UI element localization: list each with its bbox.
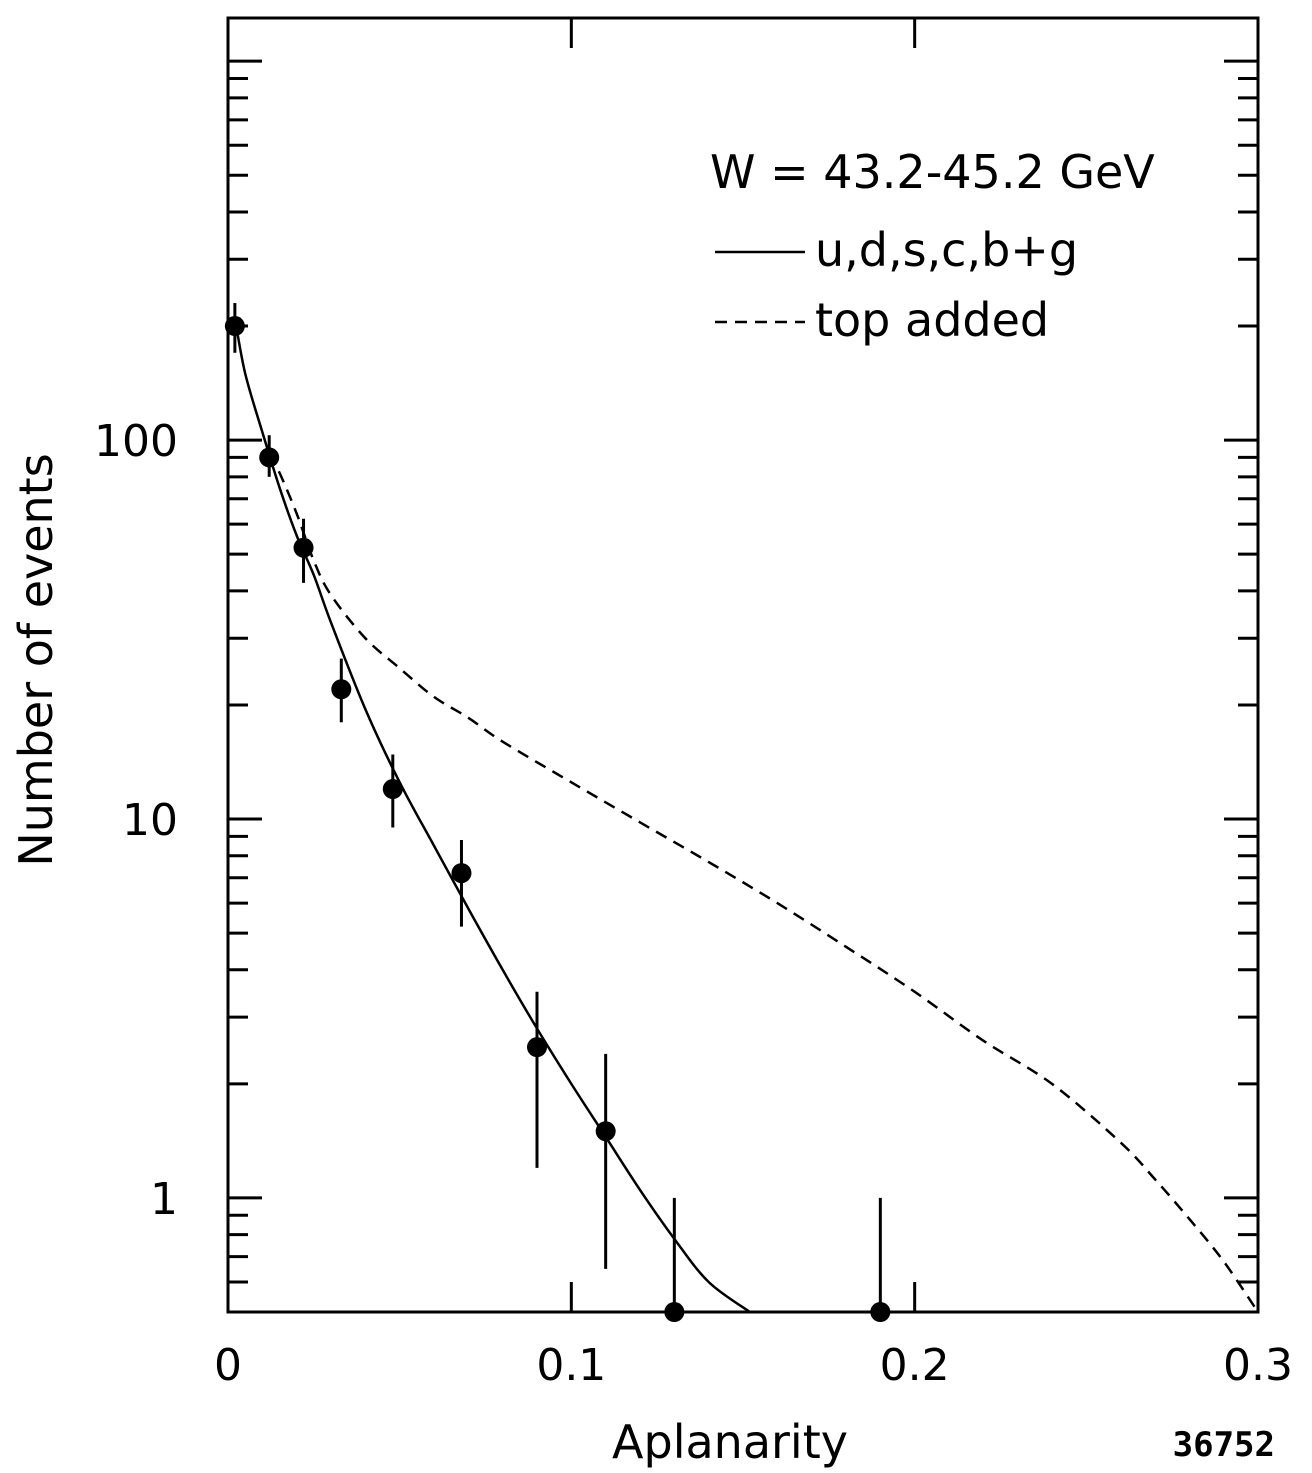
- series-line-udscb-g: [233, 317, 751, 1314]
- figure-number: 36752: [1173, 1425, 1275, 1465]
- x-tick-label: 0.2: [880, 1340, 950, 1391]
- data-point: [259, 447, 280, 468]
- y-axis-title: Number of events: [9, 453, 63, 866]
- y-tick-label: 10: [122, 795, 178, 846]
- data-point: [451, 863, 472, 884]
- x-tick-label: 0: [214, 1340, 242, 1391]
- legend: W = 43.2-45.2 GeV u,d,s,c,b+g top added: [710, 145, 1155, 347]
- x-tick-label: 0.1: [536, 1340, 606, 1391]
- data-point: [664, 1302, 685, 1322]
- data-point: [293, 537, 314, 558]
- axis-ticks: [228, 18, 1258, 1314]
- data-point: [224, 316, 245, 337]
- data-points: [224, 303, 891, 1322]
- data-point: [527, 1037, 547, 1058]
- legend-label-dashed: top added: [815, 293, 1049, 347]
- legend-header: W = 43.2-45.2 GeV: [710, 145, 1155, 199]
- data-point: [595, 1121, 616, 1142]
- curves: [233, 317, 1260, 1314]
- tick-labels: 0 0.1 0.2 0.3 1 10 100: [94, 416, 1293, 1391]
- data-point: [870, 1302, 891, 1322]
- x-axis-title: Aplanarity: [612, 1415, 848, 1469]
- plot-frame: [226, 16, 1260, 1314]
- y-tick-label: 1: [150, 1174, 178, 1225]
- data-point: [331, 679, 352, 700]
- legend-label-solid: u,d,s,c,b+g: [815, 223, 1078, 277]
- data-point: [382, 779, 403, 800]
- series-line-top-added: [268, 453, 1260, 1313]
- x-tick-label: 0.3: [1223, 1340, 1293, 1391]
- y-tick-label: 100: [94, 416, 178, 467]
